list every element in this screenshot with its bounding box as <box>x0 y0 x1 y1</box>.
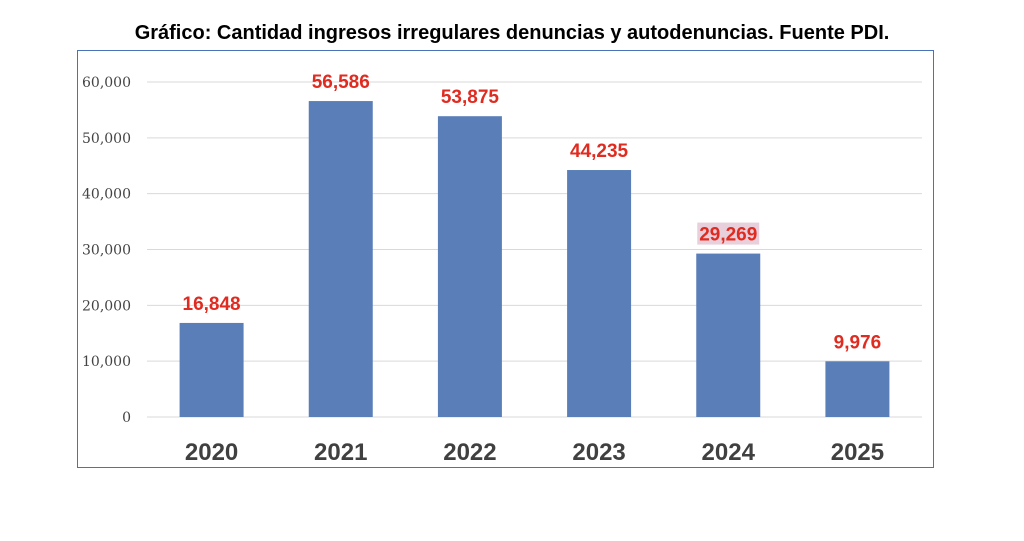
gridlines <box>147 81 922 418</box>
x-tick-label: 2023 <box>572 439 625 466</box>
data-label: 56,586 <box>312 72 370 93</box>
x-tick-label: 2025 <box>831 439 884 466</box>
y-tick-label: 0 <box>122 410 131 426</box>
bar <box>696 253 761 417</box>
bar <box>567 170 632 417</box>
data-label: 9,976 <box>834 332 882 353</box>
x-tick-label: 2021 <box>314 439 367 466</box>
y-tick-label: 50,000 <box>82 131 131 147</box>
x-tick-label: 2020 <box>185 439 238 466</box>
bar <box>825 361 890 417</box>
y-tick-label: 10,000 <box>82 354 131 370</box>
y-tick-label: 20,000 <box>82 298 131 314</box>
chart-title: Gráfico: Cantidad ingresos irregulares d… <box>134 22 890 44</box>
data-label: 44,235 <box>570 141 629 162</box>
label-highlight <box>697 222 760 245</box>
x-axis-categories: 2020 2021 2022 2023 2024 2025 <box>185 439 884 466</box>
bar <box>308 101 373 418</box>
data-label: 53,875 <box>441 87 500 108</box>
data-labels: 16,848 56,586 53,875 44,235 29,269 9,976 <box>183 72 882 353</box>
y-tick-label: 30,000 <box>82 243 131 259</box>
x-tick-label: 2022 <box>443 439 496 466</box>
x-tick-label: 2024 <box>702 439 756 466</box>
bar <box>179 322 244 417</box>
data-label: 16,848 <box>183 294 241 315</box>
chart-frame <box>77 50 934 468</box>
bar <box>437 116 502 418</box>
y-tick-label: 60,000 <box>82 75 131 91</box>
y-axis-ticks: 0 10,000 20,000 30,000 40,000 50,000 60,000 <box>82 75 131 426</box>
bars <box>179 101 890 418</box>
data-label: 29,269 <box>699 225 757 246</box>
y-tick-label: 40,000 <box>82 187 131 203</box>
